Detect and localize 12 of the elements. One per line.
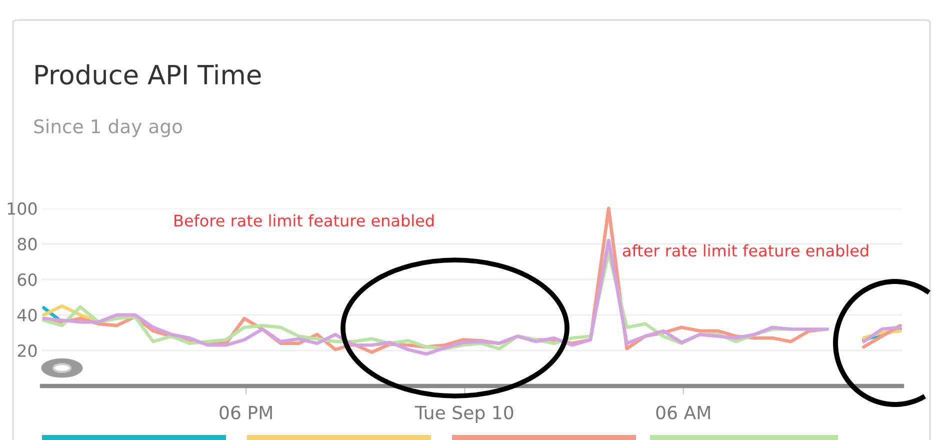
y-tick-label: 100 (8, 202, 37, 215)
x-tick-label: 06 PM (220, 406, 272, 420)
chart-title: Produce API Time (36, 64, 261, 85)
annotation: after rate limit feature enabled (622, 244, 868, 257)
y-tick-label: 80 (18, 238, 37, 250)
y-tick-label: 60 (18, 273, 37, 286)
x-tick-label: Tue Sep 10 (414, 406, 514, 423)
y-tick-label: 40 (17, 308, 37, 322)
y-tick-label: 20 (18, 344, 37, 358)
chart-subtitle: Since 1 day ago (34, 118, 182, 138)
x-tick-label: 06 AM (656, 406, 710, 420)
annotation: Before rate limit feature enabled (174, 214, 434, 227)
